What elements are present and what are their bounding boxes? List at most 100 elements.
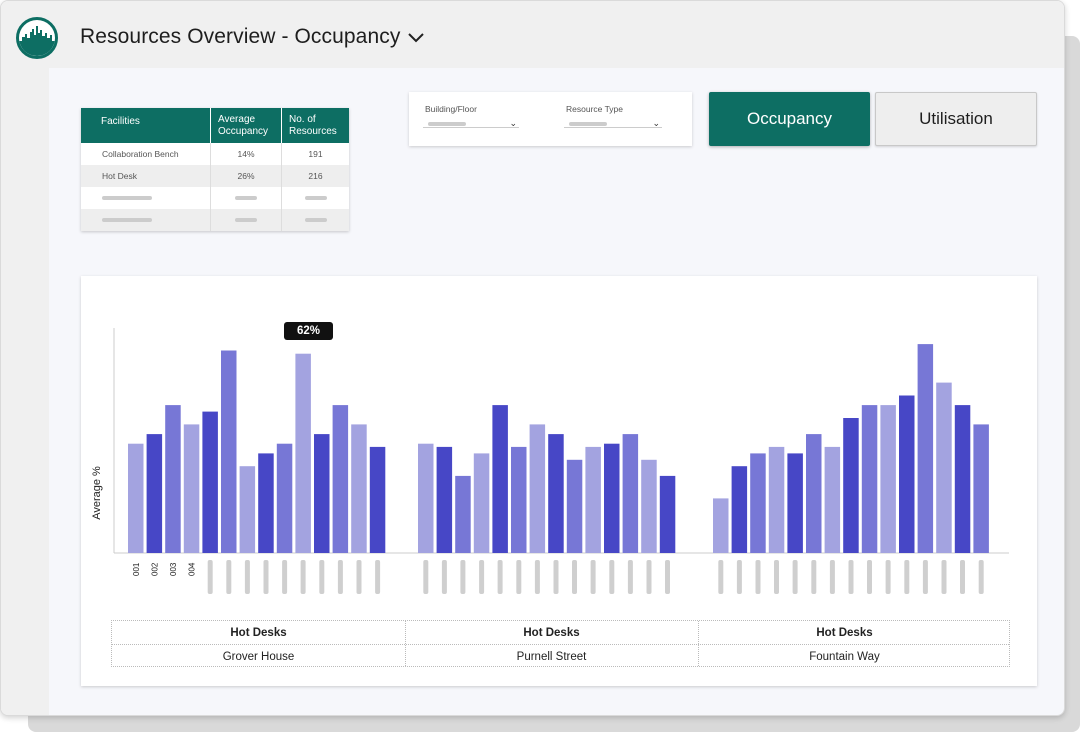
placeholder-bar: [102, 196, 152, 200]
bar[interactable]: [659, 475, 676, 553]
group-building: Grover House: [222, 650, 295, 663]
utilisation-button[interactable]: Utilisation: [875, 92, 1037, 146]
table-header: Facilities Average Occupancy No. of Reso…: [81, 108, 349, 143]
avg-occupancy: 14%: [211, 143, 282, 165]
bar[interactable]: [332, 405, 349, 553]
bar[interactable]: [713, 498, 729, 553]
x-tick-placeholder: [941, 560, 947, 594]
x-tick-placeholder: [226, 560, 232, 594]
resource-type-select[interactable]: ⌄: [564, 118, 662, 128]
bar[interactable]: [128, 443, 144, 553]
x-tick-placeholder: [774, 560, 779, 594]
bar[interactable]: [954, 405, 971, 553]
chevron-down-icon[interactable]: [406, 31, 426, 45]
bar[interactable]: [768, 446, 785, 553]
x-tick-placeholder: [423, 560, 429, 594]
x-tick-placeholder: [497, 560, 503, 594]
x-tick-placeholder: [553, 560, 559, 594]
bar[interactable]: [899, 395, 915, 554]
x-tick-placeholder: [867, 560, 872, 594]
x-tick-placeholder: [627, 560, 633, 594]
placeholder-bar: [428, 122, 466, 126]
bar[interactable]: [936, 382, 952, 553]
x-tick-placeholder: [829, 560, 835, 594]
bar[interactable]: [787, 453, 803, 553]
bar[interactable]: [295, 353, 311, 553]
bar[interactable]: [824, 446, 841, 553]
bar[interactable]: [622, 434, 639, 553]
bar[interactable]: [258, 453, 274, 553]
x-tick-placeholder: [263, 560, 269, 594]
x-tick-placeholder: [572, 560, 577, 594]
table-row-placeholder: [81, 209, 349, 231]
group-category: Hot Desks: [230, 626, 287, 639]
x-tick-placeholder: [609, 560, 615, 594]
bar[interactable]: [861, 405, 878, 553]
x-tick-label: 004: [188, 562, 197, 576]
bar[interactable]: [843, 418, 859, 553]
header-facilities[interactable]: Facilities: [81, 108, 211, 143]
resource-type-label: Resource Type: [566, 104, 624, 114]
x-tick-placeholder: [319, 560, 325, 594]
chevron-down-icon: ⌄: [652, 118, 660, 128]
header-resources[interactable]: No. of Resources: [289, 114, 337, 137]
page-title: Resources Overview - Occupancy: [80, 25, 401, 48]
table-row[interactable]: Hot Desk 26% 216: [81, 165, 349, 187]
bar[interactable]: [880, 405, 896, 553]
group-building: Purnell Street: [516, 650, 587, 663]
x-tick-placeholder: [646, 560, 652, 594]
x-tick-placeholder: [244, 560, 250, 594]
placeholder-bar: [235, 196, 257, 200]
placeholder-bar: [235, 218, 257, 222]
resource-count: 191: [308, 149, 323, 159]
x-tick-placeholder: [885, 560, 891, 594]
bar[interactable]: [548, 434, 564, 553]
bar[interactable]: [917, 344, 934, 553]
bar[interactable]: [750, 453, 766, 553]
group-label-table: Hot Desks Hot Desks Hot Desks Grover Hou…: [111, 620, 1010, 667]
x-tick-placeholder: [534, 560, 540, 594]
x-tick-placeholder: [337, 560, 343, 594]
side-strip: [1, 68, 49, 715]
x-tick-placeholder: [718, 560, 724, 594]
building-floor-select[interactable]: ⌄: [423, 118, 519, 128]
bar[interactable]: [455, 475, 471, 553]
bar[interactable]: [473, 453, 490, 553]
bar[interactable]: [183, 424, 200, 553]
building-floor-label: Building/Floor: [425, 104, 477, 114]
bar[interactable]: [351, 424, 367, 553]
bar[interactable]: [731, 466, 748, 553]
bar[interactable]: [585, 446, 601, 553]
bar[interactable]: [973, 424, 989, 553]
bar[interactable]: [529, 424, 546, 553]
x-tick-placeholder: [590, 560, 596, 594]
bar[interactable]: [221, 350, 237, 554]
placeholder-bar: [102, 218, 152, 222]
bar[interactable]: [276, 443, 293, 553]
x-tick-placeholder: [300, 560, 306, 594]
avg-occupancy: 26%: [211, 165, 282, 187]
x-tick-label: 003: [169, 562, 178, 576]
bar[interactable]: [436, 446, 453, 553]
bar[interactable]: [418, 443, 434, 553]
bar[interactable]: [202, 411, 218, 553]
bar[interactable]: [806, 434, 822, 553]
x-tick-placeholder: [460, 560, 466, 594]
bar[interactable]: [604, 443, 620, 553]
bar[interactable]: [146, 434, 163, 553]
bar[interactable]: [369, 446, 386, 553]
bar[interactable]: [511, 446, 527, 553]
occupancy-button[interactable]: Occupancy: [709, 92, 870, 146]
bar[interactable]: [492, 405, 508, 553]
table-row[interactable]: Collaboration Bench 14% 191: [81, 143, 349, 165]
bar[interactable]: [314, 434, 330, 553]
facilities-table: Facilities Average Occupancy No. of Reso…: [81, 108, 349, 231]
group-category: Hot Desks: [523, 626, 580, 639]
header-average-occupancy[interactable]: Average Occupancy: [211, 108, 282, 143]
bar[interactable]: [641, 459, 657, 553]
x-tick-placeholder: [978, 560, 984, 594]
bar-tooltip: 62%: [284, 322, 333, 340]
bar[interactable]: [566, 459, 583, 553]
bar[interactable]: [239, 466, 256, 553]
bar[interactable]: [165, 405, 181, 553]
